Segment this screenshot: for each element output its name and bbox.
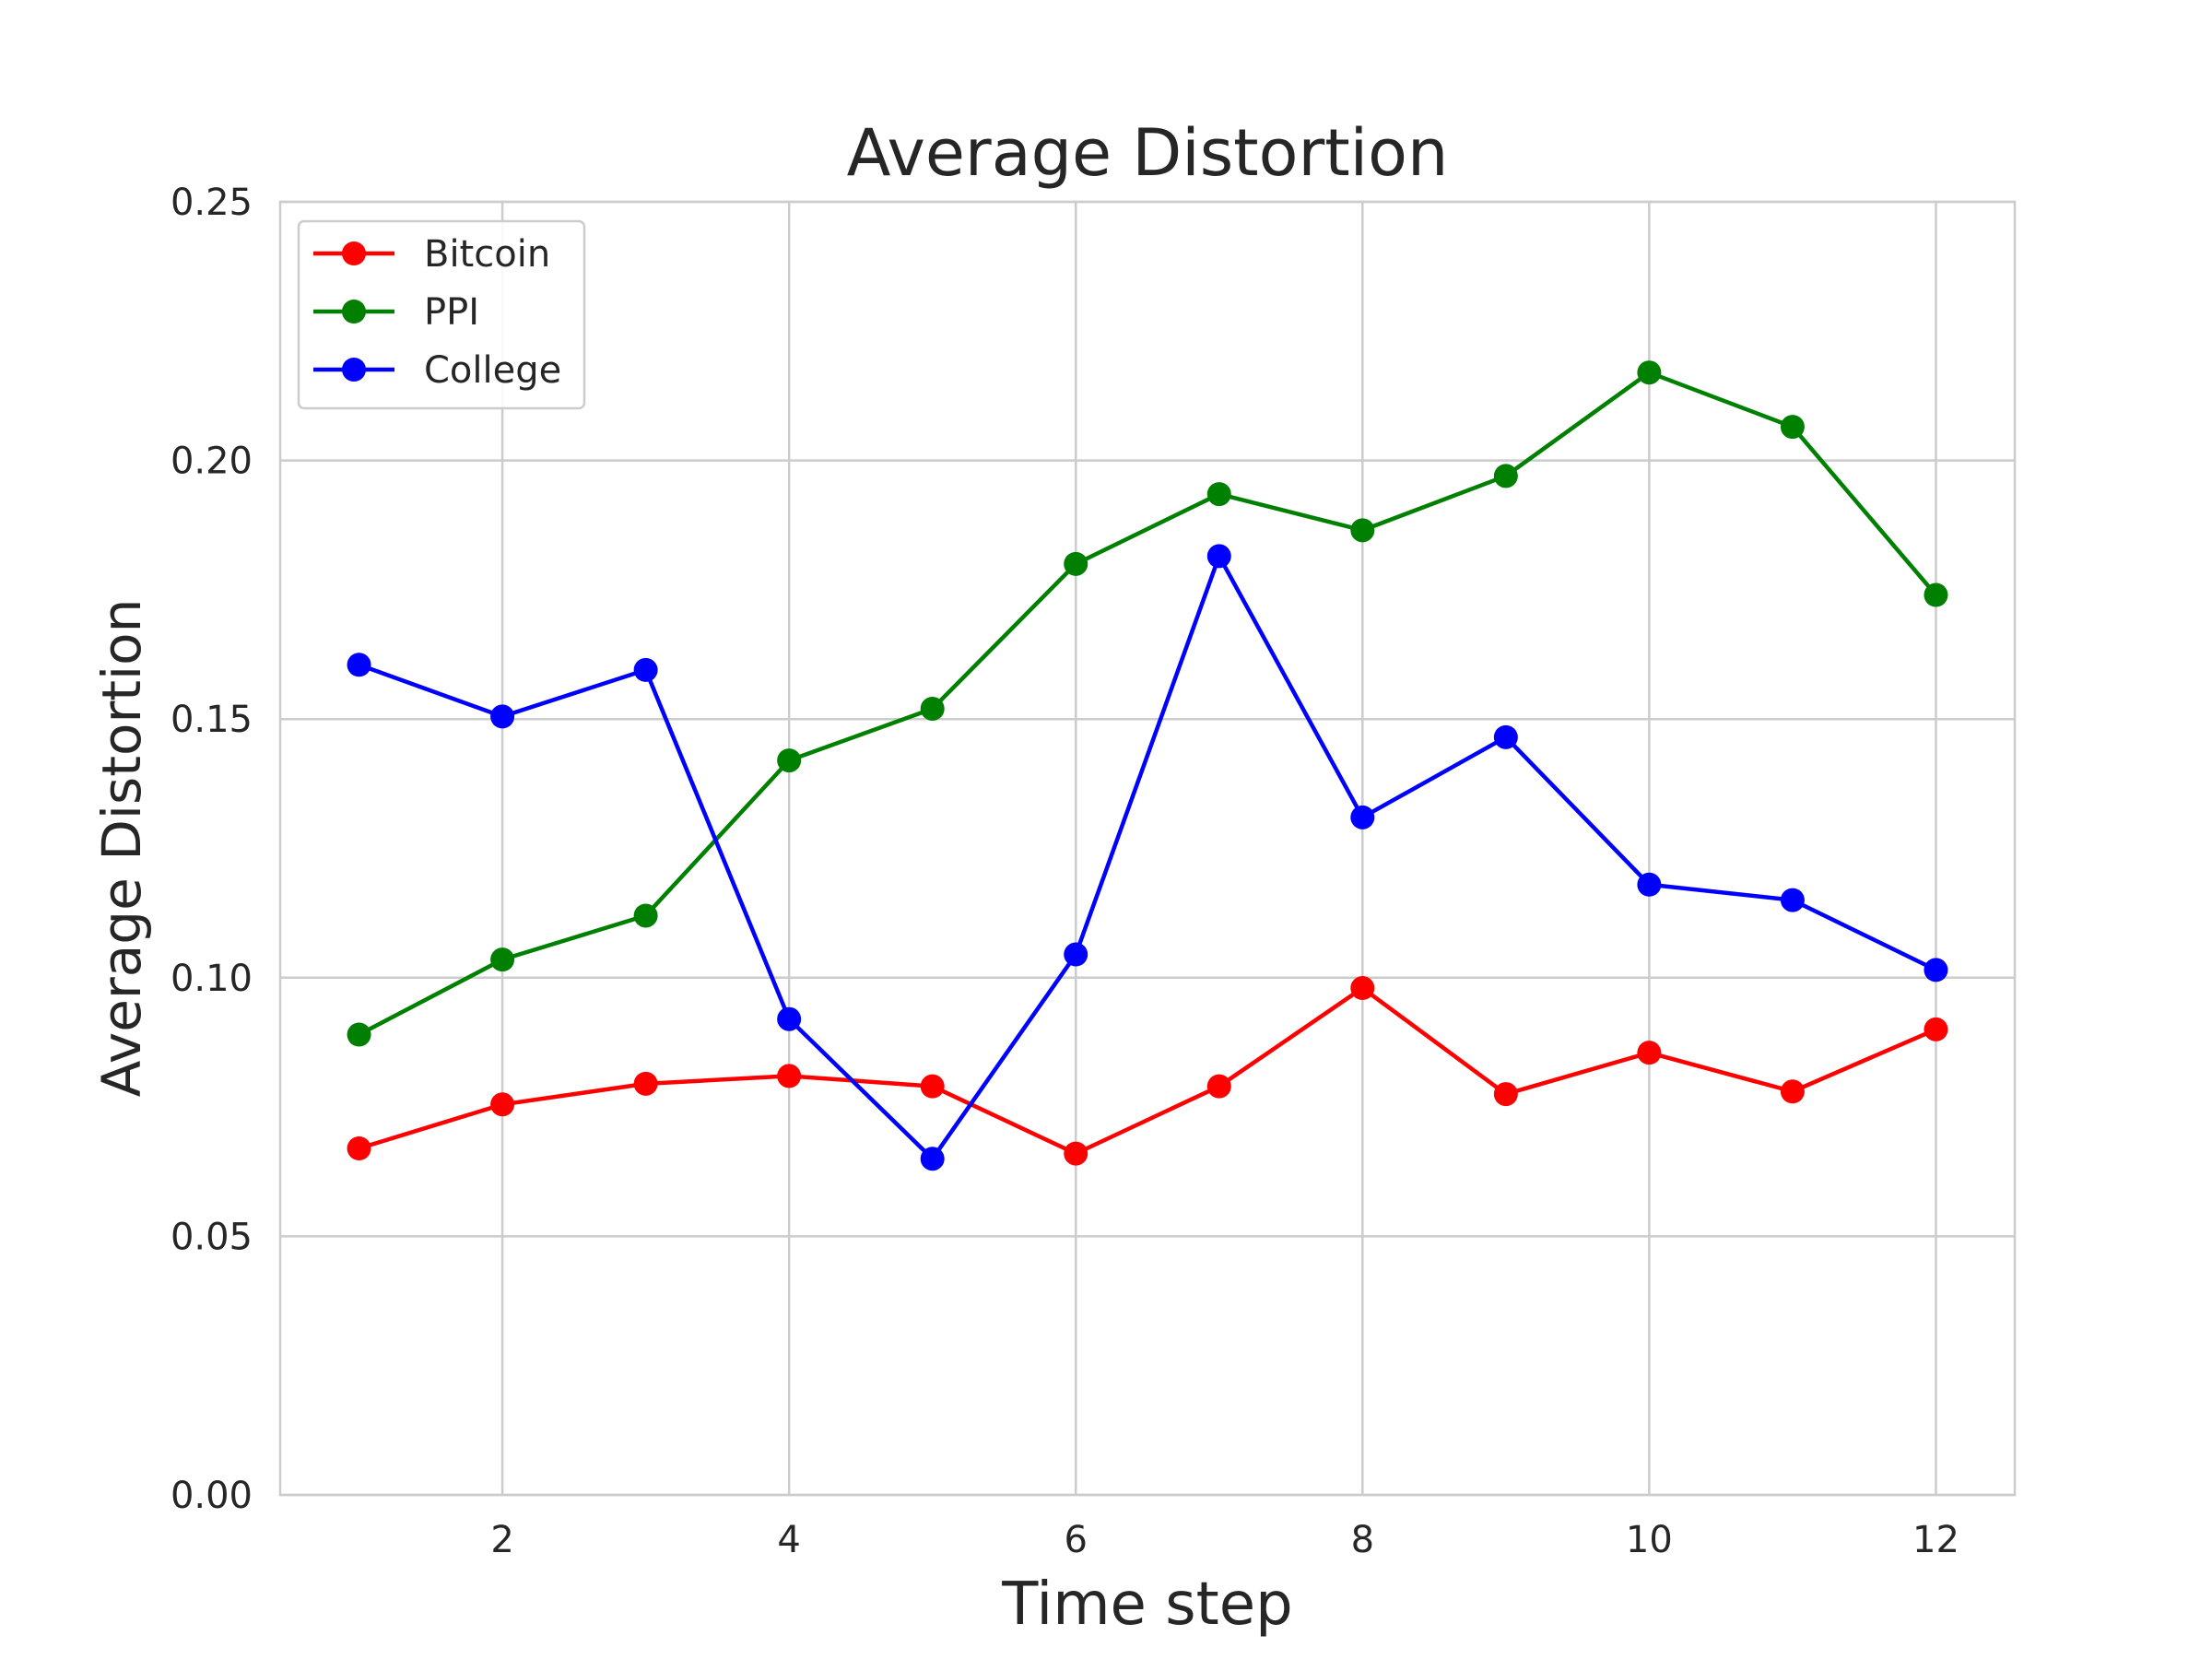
data-point <box>1350 976 1375 1001</box>
y-tick-label: 0.10 <box>171 958 253 1000</box>
data-point <box>347 653 371 677</box>
x-tick-label: 4 <box>777 1519 800 1561</box>
x-tick-label: 2 <box>490 1519 513 1561</box>
series-line <box>358 985 1937 1156</box>
data-point <box>633 1071 658 1096</box>
data-point <box>1493 464 1518 488</box>
y-tick-label: 0.15 <box>171 699 253 741</box>
data-point <box>1780 1079 1805 1104</box>
series-bitcoin <box>347 976 1948 1166</box>
data-point <box>1064 942 1088 967</box>
x-tick-label: 10 <box>1626 1519 1673 1561</box>
y-tick-label: 0.00 <box>171 1475 253 1517</box>
data-point <box>633 903 658 928</box>
x-tick-label: 8 <box>1351 1519 1374 1561</box>
data-point <box>1493 724 1518 749</box>
x-tick-label: 6 <box>1065 1519 1088 1561</box>
series-line <box>358 370 1938 1037</box>
chart-title: Average Distortion <box>847 115 1449 191</box>
x-tick-label: 12 <box>1912 1519 1959 1561</box>
data-point <box>920 1147 945 1171</box>
x-axis-ticks: 2 4 6 8 10 12 <box>490 1519 1959 1561</box>
y-tick-label: 0.25 <box>171 182 253 224</box>
data-point <box>920 696 945 721</box>
data-point <box>1206 482 1231 507</box>
data-point <box>633 657 658 682</box>
legend-label: Bitcoin <box>424 233 550 276</box>
data-point <box>1780 415 1805 440</box>
series-ppi <box>347 360 1948 1047</box>
legend-entry: PPI <box>313 291 479 334</box>
legend-box <box>297 219 586 410</box>
y-axis-ticks: 0.00 0.05 0.10 0.15 0.20 0.25 <box>171 182 253 1517</box>
data-point <box>1924 582 1948 607</box>
y-tick-label: 0.20 <box>171 441 253 483</box>
data-point <box>1637 1041 1662 1065</box>
data-point <box>1350 805 1375 830</box>
data-point <box>1064 551 1088 576</box>
data-point <box>1924 1017 1948 1041</box>
x-axis-label: Time step <box>1001 1571 1292 1639</box>
data-point <box>1637 360 1662 385</box>
data-point <box>347 1022 371 1047</box>
data-point <box>1350 518 1375 543</box>
data-point <box>1206 544 1231 569</box>
data-point <box>1637 872 1662 897</box>
data-point <box>490 947 515 972</box>
data-point <box>920 1074 945 1099</box>
y-tick-label: 0.05 <box>171 1216 253 1258</box>
legend-marker <box>342 358 366 382</box>
legend-entry: Bitcoin <box>313 233 550 276</box>
plot-frame <box>278 200 2017 1497</box>
data-point <box>777 748 802 773</box>
y-axis-label: Average Distortion <box>90 599 153 1098</box>
legend-marker <box>342 300 366 324</box>
series-layer <box>347 360 1948 1171</box>
legend-label: PPI <box>424 291 479 334</box>
legend: Bitcoin PPI College <box>297 219 586 410</box>
data-point <box>490 1092 515 1117</box>
data-point <box>490 704 515 729</box>
series-college <box>347 544 1948 1171</box>
data-point <box>1064 1141 1088 1166</box>
legend-marker <box>342 241 366 265</box>
data-point <box>1493 1082 1518 1107</box>
legend-label: College <box>424 349 561 392</box>
series-line <box>358 554 1937 1161</box>
legend-entry: College <box>313 349 561 392</box>
data-point <box>347 1135 371 1160</box>
data-point <box>1206 1074 1231 1099</box>
data-point <box>777 1064 802 1088</box>
data-point <box>1780 888 1805 912</box>
plot-area <box>280 202 2015 1495</box>
data-point <box>777 1006 802 1031</box>
data-point <box>1924 958 1948 982</box>
